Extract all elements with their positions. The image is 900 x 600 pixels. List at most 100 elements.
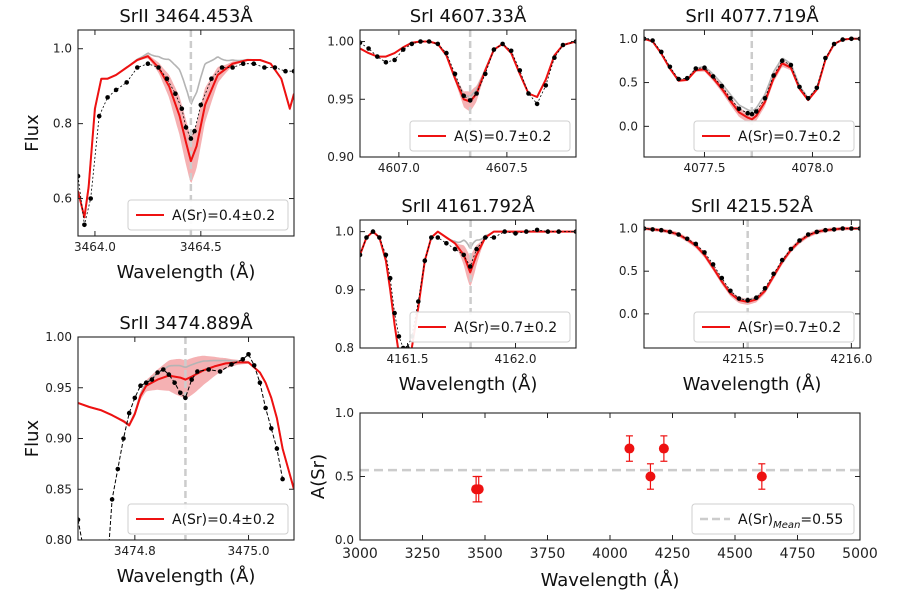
observed-point bbox=[805, 96, 811, 101]
observed-point bbox=[435, 235, 441, 240]
axes-frame bbox=[77, 29, 295, 237]
observed-point bbox=[145, 61, 151, 66]
observed-point bbox=[491, 47, 497, 52]
synthetic-fit-line bbox=[644, 37, 860, 121]
observed-point bbox=[467, 264, 473, 269]
chart-p3464: 3464.0 3464.5 0.6 0.8 1.0 SrII 3464.453Å Wavel… bbox=[22, 5, 295, 283]
legend-box bbox=[693, 120, 855, 152]
y-tick-label: 0.8 bbox=[335, 341, 354, 355]
observed-point bbox=[263, 405, 268, 411]
observed-point bbox=[452, 71, 458, 77]
legend-box bbox=[693, 311, 855, 343]
x-tick-label: 4077.5 bbox=[683, 161, 725, 175]
legend-label: A(Sr)=0.4±0.2 bbox=[172, 512, 275, 528]
observed-point bbox=[508, 48, 514, 54]
x-tick-label: 4607.5 bbox=[486, 161, 528, 175]
observed-point bbox=[552, 55, 557, 60]
observed-point bbox=[849, 36, 854, 42]
observed-point bbox=[400, 47, 406, 52]
observed-point bbox=[178, 390, 183, 396]
y-tick-label: 1.0 bbox=[335, 225, 354, 239]
y-tick-label: 0.9 bbox=[335, 283, 354, 297]
x-axis-label: Wavelength (Å) bbox=[399, 373, 538, 395]
observed-point bbox=[124, 80, 129, 85]
reference-spectrum bbox=[360, 40, 576, 98]
y-tick-label: 0.0 bbox=[619, 307, 638, 321]
y-tick-label: 1.0 bbox=[619, 222, 638, 236]
synthetic-fit-line bbox=[78, 361, 294, 490]
observed-point bbox=[219, 65, 225, 70]
axes-frame bbox=[643, 29, 861, 158]
x-tick-label: 5000 bbox=[842, 546, 878, 562]
observed-point bbox=[164, 76, 170, 81]
observed-point bbox=[422, 258, 428, 264]
legend-label-main: A(Sr) bbox=[738, 512, 773, 528]
uncertainty-band bbox=[644, 226, 860, 305]
x-tick-label: 3250 bbox=[405, 546, 441, 562]
y-tick-label: 0.5 bbox=[335, 470, 354, 484]
observed-point bbox=[206, 367, 211, 372]
x-tick-label: 3464.5 bbox=[180, 240, 222, 254]
observed-point bbox=[474, 246, 479, 252]
x-tick-label: 4216.0 bbox=[830, 352, 872, 366]
observed-point bbox=[814, 85, 820, 91]
uncertainty-band bbox=[360, 231, 576, 348]
y-tick-label: 1.0 bbox=[619, 32, 638, 46]
x-axis-label: Wavelength (Å) bbox=[117, 565, 256, 587]
y-axis-label: Flux bbox=[22, 419, 43, 457]
observed-point bbox=[452, 246, 458, 252]
observed-point bbox=[149, 377, 155, 382]
observed-point bbox=[831, 227, 837, 232]
observed-point bbox=[526, 91, 531, 96]
observed-point bbox=[500, 41, 505, 47]
observed-point bbox=[534, 227, 540, 233]
observed-point bbox=[272, 65, 278, 70]
observed-point bbox=[88, 196, 93, 201]
observed-point bbox=[754, 295, 759, 301]
x-tick-label: 3500 bbox=[467, 546, 503, 562]
observed-point bbox=[831, 41, 837, 47]
observed-point bbox=[195, 369, 200, 374]
observed-point bbox=[517, 68, 523, 73]
observed-point bbox=[502, 229, 508, 234]
y-tick-label: 0.5 bbox=[619, 76, 638, 90]
legend-box bbox=[127, 503, 289, 535]
observed-point bbox=[823, 227, 828, 233]
observed-point bbox=[719, 275, 725, 281]
y-tick-label: 0.90 bbox=[45, 432, 72, 446]
observed-point bbox=[262, 65, 267, 70]
observed-point bbox=[474, 91, 479, 96]
observed-point bbox=[693, 66, 699, 71]
observed-point bbox=[274, 446, 280, 451]
observed-point bbox=[513, 231, 518, 236]
observed-line bbox=[644, 228, 860, 301]
observed-point bbox=[383, 252, 389, 258]
observed-point bbox=[788, 246, 794, 252]
x-axis-label: Wavelength (Å) bbox=[541, 569, 680, 591]
x-tick-label: 4607.0 bbox=[378, 161, 420, 175]
observed-point bbox=[534, 101, 540, 107]
observed-point bbox=[360, 252, 363, 258]
observed-point bbox=[435, 41, 441, 47]
data-point bbox=[473, 484, 484, 495]
observed-point bbox=[105, 95, 110, 100]
observed-point bbox=[375, 54, 380, 59]
data-point bbox=[658, 443, 669, 454]
observed-point bbox=[710, 74, 716, 79]
y-tick-label: 0.0 bbox=[335, 533, 354, 547]
observed-point bbox=[251, 363, 257, 368]
observed-point bbox=[198, 102, 204, 108]
observed-point bbox=[491, 235, 497, 240]
legend-label: A(Sr)=0.7±0.2 bbox=[738, 129, 841, 145]
x-tick-label: 4162.0 bbox=[495, 352, 537, 366]
observed-point bbox=[545, 229, 551, 234]
chart-p4215: 4215.5 4216.0 0.0 0.5 1.0 SrII 4215.52Å Wavele… bbox=[619, 195, 872, 395]
legend-box bbox=[127, 199, 289, 231]
observed-point bbox=[745, 297, 750, 303]
observed-point bbox=[444, 241, 449, 246]
observed-point bbox=[849, 226, 854, 231]
observed-point bbox=[650, 38, 655, 43]
legend-label: A(Sr)=0.4±0.2 bbox=[172, 208, 275, 224]
reference-spectrum bbox=[644, 227, 860, 301]
chart-title: SrII 3464.453Å bbox=[119, 5, 253, 27]
